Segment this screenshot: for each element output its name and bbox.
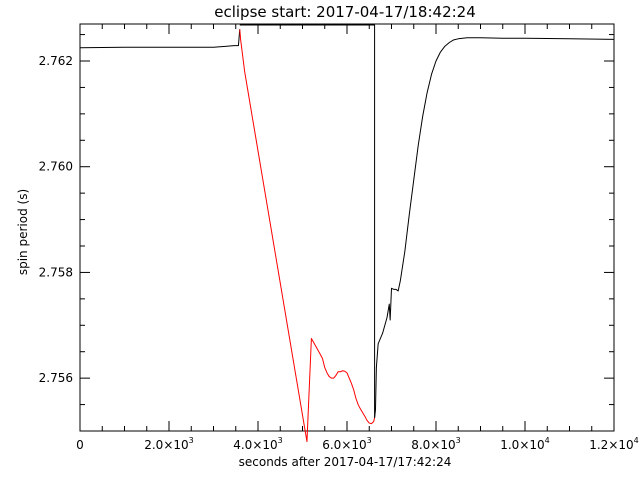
y-tick-label: 2.762 bbox=[39, 54, 73, 68]
x-tick-label: 4.0×103 bbox=[233, 436, 283, 452]
series-line-2 bbox=[239, 29, 376, 443]
x-tick-label: 1.2×104 bbox=[589, 436, 639, 452]
x-tick-label: 8.0×103 bbox=[411, 436, 461, 452]
x-tick-mantissa: 1.0×10 bbox=[500, 438, 544, 452]
x-tick-label: 6.0×103 bbox=[322, 436, 372, 452]
x-tick-exponent: 4 bbox=[545, 436, 550, 445]
x-tick-mantissa: 0 bbox=[76, 438, 84, 452]
x-tick-label: 2.0×103 bbox=[144, 436, 194, 452]
x-tick-exponent: 3 bbox=[189, 436, 194, 445]
x-tick-mantissa: 2.0×10 bbox=[144, 438, 188, 452]
x-axis-title: seconds after 2017-04-17/17:42:24 bbox=[239, 455, 452, 469]
axis-ticks: 0 2.0×103 4.0×103 6.0×103 8.0×103 1.0×104 1.2×… bbox=[39, 24, 639, 452]
series-line-0 bbox=[79, 29, 241, 49]
x-tick-exponent: 3 bbox=[367, 436, 372, 445]
y-tick-label: 2.758 bbox=[39, 265, 73, 279]
series-line-3 bbox=[374, 37, 615, 418]
y-tick-label: 2.756 bbox=[39, 371, 73, 385]
x-tick-exponent: 3 bbox=[456, 436, 461, 445]
series-line-1 bbox=[239, 24, 376, 418]
series-layer bbox=[79, 24, 615, 443]
x-tick-mantissa: 1.2×10 bbox=[589, 438, 633, 452]
chart-title: eclipse start: 2017-04-17/18:42:24 bbox=[214, 3, 476, 21]
x-tick-label: 1.0×104 bbox=[500, 436, 550, 452]
y-tick-label: 2.760 bbox=[39, 160, 73, 174]
x-tick-mantissa: 4.0×10 bbox=[233, 438, 277, 452]
y-axis-title: spin period (s) bbox=[16, 189, 30, 275]
x-tick-mantissa: 8.0×10 bbox=[411, 438, 455, 452]
x-tick-label: 0 bbox=[76, 438, 84, 452]
x-tick-mantissa: 6.0×10 bbox=[322, 438, 366, 452]
plot-frame bbox=[79, 23, 615, 432]
x-tick-exponent: 4 bbox=[634, 436, 639, 445]
x-tick-exponent: 3 bbox=[278, 436, 283, 445]
